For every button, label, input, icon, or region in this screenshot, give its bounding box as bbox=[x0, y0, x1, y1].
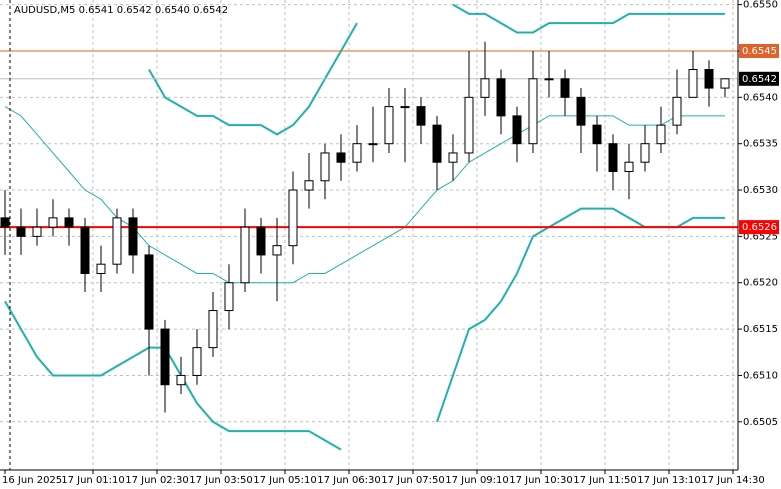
candle-body bbox=[480, 78, 490, 98]
price-tag bbox=[739, 220, 779, 235]
band-line bbox=[4, 106, 725, 284]
x-tick-label: 17 Jun 14:30 bbox=[701, 475, 765, 486]
candle-body bbox=[112, 217, 122, 265]
x-tick-label: 17 Jun 03:50 bbox=[189, 475, 253, 486]
candle-body bbox=[256, 226, 266, 256]
y-tick-label: 0.6535 bbox=[743, 139, 778, 150]
chart-title: AUDUSD,M5 0.6541 0.6542 0.6540 0.6542 bbox=[14, 5, 228, 16]
candle-body bbox=[672, 96, 682, 126]
price-tag bbox=[739, 71, 779, 86]
candle-body bbox=[496, 78, 506, 117]
y-tick-label: 0.6515 bbox=[743, 324, 778, 335]
band-line bbox=[148, 3, 725, 136]
candle-body bbox=[80, 226, 90, 274]
y-tick-label: 0.6505 bbox=[743, 417, 778, 428]
candle-body bbox=[224, 282, 234, 312]
price-tag bbox=[739, 43, 779, 58]
candle-body bbox=[416, 106, 426, 126]
price-tag-label: 0.6542 bbox=[742, 74, 777, 85]
candle-body bbox=[176, 374, 186, 386]
x-tick-label: 17 Jun 02:30 bbox=[125, 475, 189, 486]
price-tag-label: 0.6545 bbox=[742, 46, 777, 57]
candle-body bbox=[448, 152, 458, 163]
x-tick-label: 17 Jun 05:10 bbox=[253, 475, 317, 486]
candle-body bbox=[128, 217, 138, 256]
candle-body bbox=[96, 263, 106, 274]
candle-body bbox=[144, 254, 154, 330]
y-tick-label: 0.6520 bbox=[743, 278, 778, 289]
candle-body bbox=[576, 96, 586, 126]
candle-body bbox=[192, 347, 202, 376]
candle-body bbox=[48, 217, 58, 228]
x-tick-label: 17 Jun 11:50 bbox=[573, 475, 637, 486]
candle-body bbox=[512, 115, 522, 145]
candle-body bbox=[704, 69, 714, 89]
candle-body bbox=[608, 143, 618, 172]
y-tick-label: 0.6525 bbox=[743, 231, 778, 242]
candle-body bbox=[0, 217, 10, 228]
candle-body bbox=[272, 245, 282, 256]
x-tick-label: 17 Jun 07:50 bbox=[381, 475, 445, 486]
candle-body bbox=[304, 180, 314, 191]
candle-body bbox=[432, 124, 442, 163]
candle-body bbox=[656, 124, 666, 145]
candle-body bbox=[352, 143, 362, 163]
x-tick-label: 17 Jun 06:30 bbox=[317, 475, 381, 486]
price-tag-label: 0.6526 bbox=[742, 222, 777, 233]
price-levels bbox=[0, 50, 738, 229]
candle-body bbox=[384, 106, 394, 145]
candle-body bbox=[528, 78, 538, 145]
candle-body bbox=[336, 152, 346, 163]
candle-body bbox=[16, 226, 26, 237]
x-tick-label: 16 Jun 2025 bbox=[2, 475, 62, 486]
candle-body bbox=[32, 226, 42, 237]
candle-body bbox=[688, 69, 698, 98]
candle-body bbox=[720, 78, 730, 89]
x-tick-label: 17 Jun 13:10 bbox=[637, 475, 701, 486]
candle-body bbox=[240, 226, 250, 284]
candle-body bbox=[624, 161, 634, 172]
candle-body bbox=[544, 78, 554, 81]
x-tick-label: 17 Jun 10:30 bbox=[509, 475, 573, 486]
candle-body bbox=[64, 217, 74, 228]
candle-body bbox=[592, 124, 602, 145]
candle-body bbox=[640, 143, 650, 163]
candle-body bbox=[368, 143, 378, 146]
candles bbox=[0, 41, 730, 413]
candle-body bbox=[560, 78, 570, 98]
y-tick-label: 0.6540 bbox=[743, 92, 778, 103]
candle-body bbox=[208, 310, 218, 349]
y-tick-label: 0.6510 bbox=[743, 370, 778, 381]
candle-body bbox=[320, 152, 330, 182]
y-tick-label: 0.6530 bbox=[743, 185, 778, 196]
y-tick-label: 0.6550 bbox=[743, 0, 778, 11]
candle-body bbox=[288, 189, 298, 247]
x-tick-label: 17 Jun 09:10 bbox=[445, 475, 509, 486]
x-tick-label: 17 Jun 01:10 bbox=[61, 475, 125, 486]
candle-body bbox=[400, 106, 410, 109]
candle-body bbox=[464, 96, 474, 154]
candle-body bbox=[160, 328, 170, 386]
